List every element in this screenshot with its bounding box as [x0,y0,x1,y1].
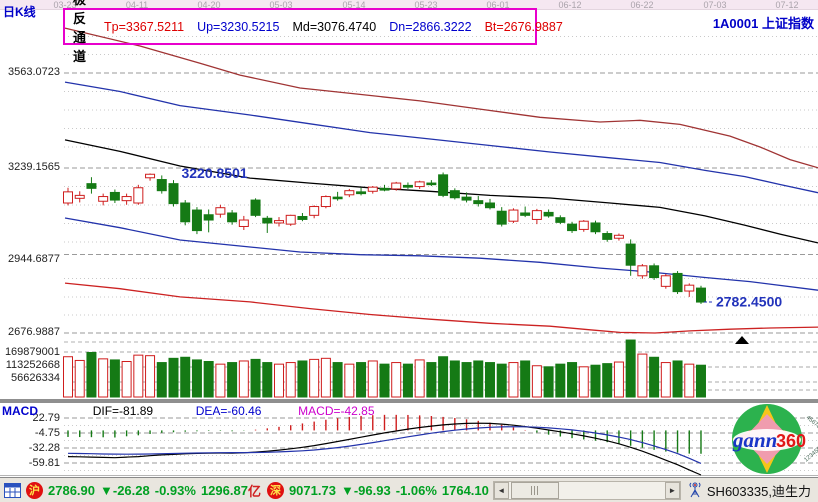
macd-dea-value: DEA=-60.46 [195,404,262,418]
date-tick-label: 07-03 [703,0,727,10]
channel-dn: Dn=2866.3222 [389,19,472,34]
logo-text-gann: gann [732,428,777,452]
macd-stats-row: MACD DIF=-81.89 DEA=-60.46 MACD=-42.85 [2,404,375,418]
channel-up: Up=3230.5215 [197,19,280,34]
sh-index-change: ▼-26.28 [100,482,150,498]
channel-bt: Bt=2676.9887 [484,19,563,34]
channel-name: 极反通道 [73,0,87,64]
sz-volume: 1764.10 [441,482,489,498]
sh-volume-unit: 亿 [247,483,261,499]
sh-index-pct: -0.93% [154,482,196,498]
macd-axis-label: -59.81 [28,457,60,469]
macd-axis-label: -32.28 [28,442,60,454]
channel-legend: 极反通道 Tp=3367.5211 Up=3230.5215 Md=3076.4… [63,0,563,64]
sz-index-change: ▼-96.93 [340,482,391,498]
price-axis-label: 3239.1565 [8,161,60,173]
logo-text-360: 360 [776,431,806,451]
date-tick-label: 06-01 [486,0,510,10]
date-tick-label: 07-12 [775,0,799,10]
symbol-code: 1A0001 [712,16,759,31]
date-tick-label: 06-12 [558,0,582,10]
macd-panel-label: MACD [2,404,38,418]
price-axis-label: 2676.9887 [8,326,60,338]
sz-index-value: 9071.73 [288,482,336,498]
symbol-name: 上证指数 [761,16,814,31]
volume-axis-label: 113252668 [5,359,60,371]
macd-axis-label: -4.75 [34,427,60,439]
sz-market-badge: 深 [266,481,284,499]
gann360-logo: 4567890123 1234567890 gann 360 [714,402,818,481]
ticker-label: SH603335,迪生力 [706,483,811,499]
date-tick-label: 04-11 [125,0,149,10]
price-annotation: 3220.8501 [181,165,247,181]
market-grid-icon[interactable] [4,482,21,498]
macd-dif-value: DIF=-81.89 [92,404,154,418]
macd-axis-label: 22.79 [32,412,60,424]
price-annotation: 2782.4500 [716,294,782,310]
scroll-left-arrow[interactable]: ◄ [493,481,509,499]
channel-md: Md=3076.4740 [292,19,377,34]
sh-market-badge: 沪 [26,481,43,499]
date-tick-label: 05-14 [342,0,366,10]
volume-axis-label: 56626334 [11,372,60,384]
date-tick-label: 05-23 [414,0,438,10]
price-axis-label: 2944.6877 [8,253,60,265]
date-tick-label: 05-03 [269,0,293,10]
macd-macd-value: MACD=-42.85 [298,404,375,418]
horizontal-scrollbar[interactable]: ◄ ► [492,480,681,500]
scrollbar-thumb[interactable] [510,481,559,499]
sh-index-value: 2786.90 [48,482,95,498]
sz-index-pct: -1.06% [395,482,437,498]
date-tick-label: 06-22 [630,0,654,10]
date-tick-label: 04-20 [197,0,221,10]
volume-axis-label: 169879001 [4,346,60,358]
broadcast-antenna-icon [687,481,703,499]
status-bar: 沪 2786.90 ▼-26.28 -0.93% 1296.87 亿 深 907… [0,477,818,502]
chart-type-label: 日K线 [3,5,36,19]
svg-text:4567890123: 4567890123 [805,415,818,441]
scroll-right-arrow[interactable]: ► [664,481,680,499]
channel-tp: Tp=3367.5211 [104,19,185,34]
symbol-title: 1A0001 上证指数 [713,13,814,32]
price-axis-label: 3563.0723 [8,66,60,78]
sh-volume: 1296.87 [200,482,248,498]
date-tick-label: 03-23 [53,0,77,10]
